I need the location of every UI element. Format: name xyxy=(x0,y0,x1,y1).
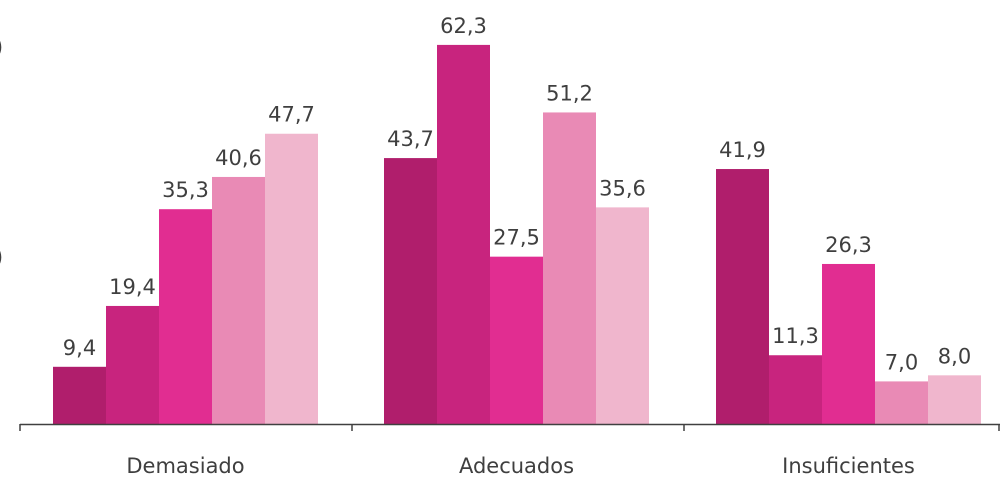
bar-adecuados-4 xyxy=(543,112,596,424)
bar-insuficientes-5 xyxy=(928,375,981,424)
data-label: 19,4 xyxy=(109,275,156,299)
data-label: 47,7 xyxy=(268,103,315,127)
bar-insuficientes-2 xyxy=(769,355,822,424)
data-label: 11,3 xyxy=(772,324,819,348)
data-label: 27,5 xyxy=(493,226,540,250)
bar-demasiado-5 xyxy=(265,133,318,425)
data-label: 43,7 xyxy=(387,127,434,151)
bar-insuficientes-3 xyxy=(822,263,875,424)
bar-insuficientes-1 xyxy=(716,169,769,424)
bar-demasiado-4 xyxy=(212,176,265,424)
category-label: Adecuados xyxy=(459,454,574,477)
data-label: 62,3 xyxy=(440,14,487,38)
data-label: 26,3 xyxy=(825,233,872,257)
category-label: Insuficientes xyxy=(782,454,915,477)
bar-demasiado-1 xyxy=(53,366,106,424)
bar-insuficientes-4 xyxy=(875,381,928,424)
data-label: 7,0 xyxy=(885,350,918,374)
edge-mark-top: ) xyxy=(0,33,3,61)
edge-marks: ) ) xyxy=(0,33,3,271)
bar-adecuados-3 xyxy=(490,256,543,424)
data-labels: 9,4 19,4 35,340,647,7 43,7 62,3 27,5 51,2 35,6 4… xyxy=(63,14,971,375)
data-label: 40,6 xyxy=(215,146,262,170)
bar-demasiado-3 xyxy=(159,209,212,424)
category-labels: Demasiado Adecuados Insuficientes xyxy=(126,454,914,477)
data-label: 35,3 xyxy=(162,178,209,202)
data-label: 35,6 xyxy=(599,176,646,200)
edge-mark-middle: ) xyxy=(0,243,3,271)
bar-adecuados-5 xyxy=(596,207,649,424)
category-label: Demasiado xyxy=(126,454,244,477)
data-label: 51,2 xyxy=(546,81,593,105)
bar-adecuados-2 xyxy=(437,44,490,424)
x-axis xyxy=(19,423,1000,431)
data-label: 8,0 xyxy=(938,344,971,368)
bar-demasiado-2 xyxy=(106,305,159,424)
bar-series xyxy=(53,44,981,425)
bar-adecuados-1 xyxy=(384,158,437,424)
data-label: 9,4 xyxy=(63,336,96,360)
data-label: 41,9 xyxy=(719,138,766,162)
